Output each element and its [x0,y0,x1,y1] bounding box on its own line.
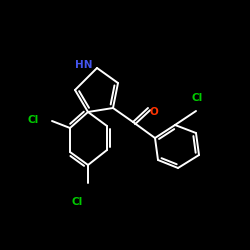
Text: HN: HN [75,60,92,70]
Text: Cl: Cl [192,93,203,103]
Text: Cl: Cl [27,115,38,125]
Text: O: O [150,107,159,117]
Text: Cl: Cl [72,197,83,207]
